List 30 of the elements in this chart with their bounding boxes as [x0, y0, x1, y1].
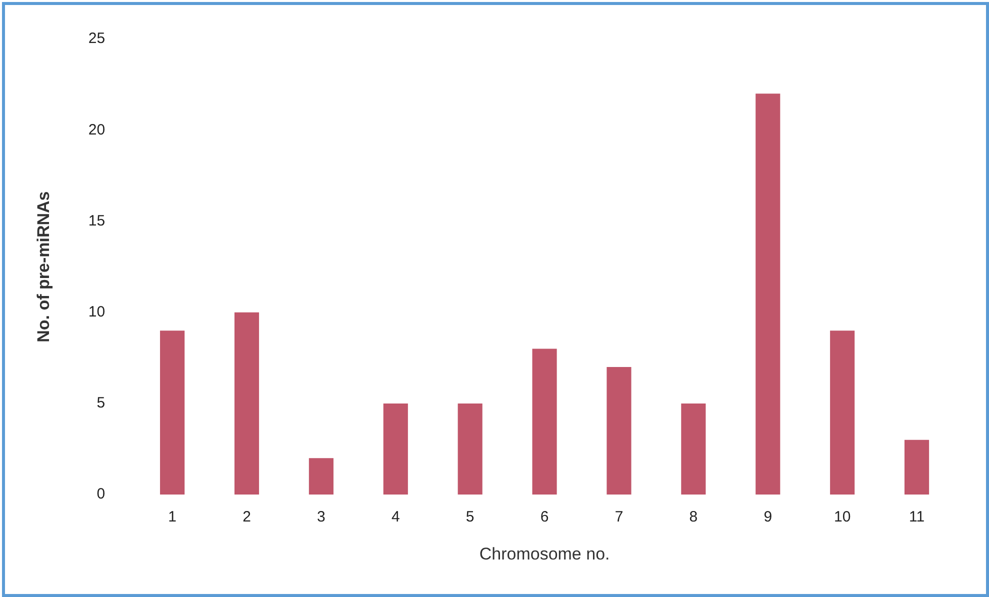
x-tick-label: 1 [168, 508, 176, 526]
y-axis-title: No. of pre-miRNAs [34, 191, 53, 342]
bar [681, 403, 706, 495]
bar [308, 458, 334, 495]
x-tick-label: 5 [466, 508, 474, 526]
x-tick-label: 3 [317, 508, 326, 526]
y-tick-label: 25 [88, 30, 106, 48]
bar [532, 348, 557, 495]
y-tick-label: 0 [96, 486, 106, 503]
x-tick-label: 2 [242, 508, 251, 526]
bar [904, 440, 930, 495]
y-tick-label: 5 [96, 394, 106, 412]
bar [160, 330, 185, 495]
x-tick-label: 6 [540, 508, 549, 526]
y-tick-label: 15 [88, 212, 106, 230]
bar [383, 403, 408, 495]
x-tick-label: 10 [834, 508, 851, 526]
x-tick-label: 9 [764, 508, 772, 526]
bar [830, 330, 855, 495]
x-tick-label: 8 [689, 508, 698, 526]
bar [606, 367, 632, 495]
y-tick-label: 10 [88, 304, 106, 320]
x-axis-title: Chromosome no. [479, 544, 610, 564]
x-tick-label: 11 [908, 508, 925, 526]
bar [234, 312, 260, 495]
bar [458, 403, 482, 495]
x-tick-label: 7 [614, 508, 624, 526]
bar [756, 94, 780, 495]
x-tick-label: 4 [391, 508, 400, 526]
y-tick-label: 20 [88, 121, 106, 138]
